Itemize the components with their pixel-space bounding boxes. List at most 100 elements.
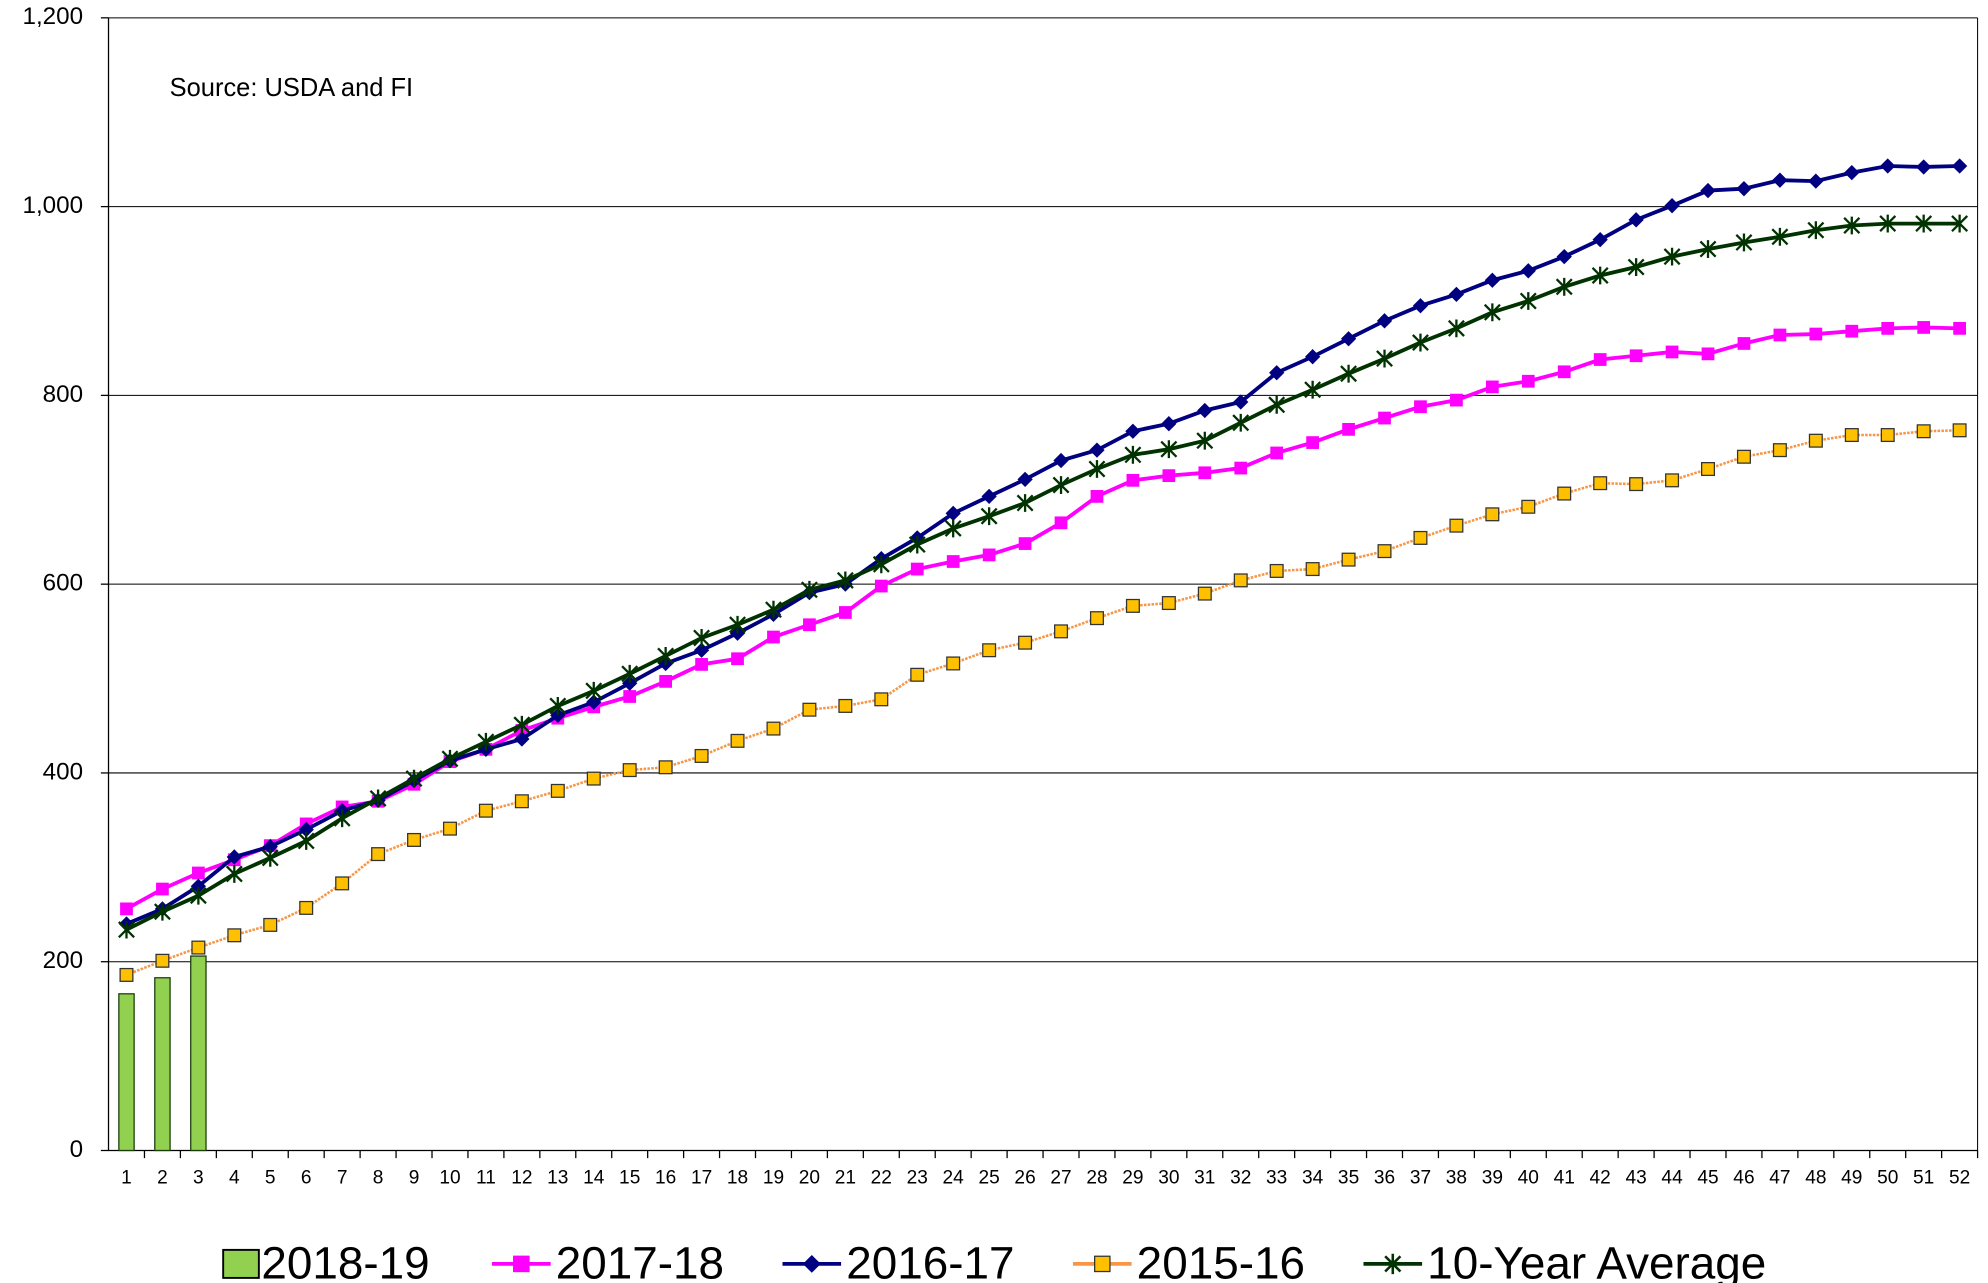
marker	[695, 658, 708, 671]
legend-item: 2015-16	[1072, 1237, 1305, 1283]
marker	[838, 698, 853, 713]
x-tick-label: 1	[121, 1168, 132, 1189]
legend-label: 2015-16	[1137, 1237, 1305, 1283]
marker	[623, 690, 637, 703]
marker	[405, 769, 423, 788]
legend-label: 2018-19	[261, 1237, 429, 1283]
marker	[1377, 544, 1392, 559]
x-tick-label: 20	[799, 1168, 820, 1189]
x-tick-label: 34	[1302, 1168, 1324, 1189]
x-tick-label: 42	[1590, 1168, 1611, 1189]
marker	[156, 882, 169, 896]
marker	[1234, 461, 1248, 475]
marker	[1627, 258, 1645, 276]
marker	[1414, 400, 1427, 414]
marker	[874, 692, 889, 707]
line	[126, 429, 1960, 977]
x-tick-label: 17	[691, 1168, 712, 1189]
marker	[1772, 172, 1788, 188]
marker	[1915, 214, 1933, 233]
marker	[1485, 507, 1500, 522]
x-tick-label: 38	[1446, 1168, 1467, 1189]
marker	[1521, 499, 1536, 514]
x-tick-label: 28	[1086, 1168, 1107, 1189]
x-tick-label: 8	[373, 1168, 384, 1189]
legend-item: 2018-19	[222, 1237, 430, 1283]
x-tick-label: 18	[727, 1168, 748, 1189]
marker	[1304, 349, 1321, 365]
marker	[1125, 598, 1140, 613]
marker	[982, 548, 996, 562]
marker	[1054, 516, 1068, 530]
marker	[227, 928, 242, 943]
marker	[1519, 292, 1537, 310]
marker	[1450, 393, 1463, 407]
x-tick-label: 44	[1661, 1168, 1683, 1189]
marker	[1124, 445, 1142, 464]
marker	[1557, 365, 1571, 379]
y-tick-label: 0	[70, 1136, 83, 1163]
marker	[226, 849, 242, 865]
marker	[694, 748, 709, 763]
marker	[1879, 214, 1897, 233]
marker	[586, 771, 601, 786]
marker	[1951, 214, 1969, 233]
marker	[910, 667, 925, 682]
marker	[836, 571, 854, 590]
marker	[982, 643, 997, 658]
marker	[297, 831, 315, 850]
marker	[586, 694, 602, 710]
marker	[1125, 423, 1141, 439]
marker	[119, 967, 134, 982]
marker	[1951, 158, 1968, 174]
marker	[120, 902, 133, 916]
marker	[1772, 443, 1787, 458]
x-tick-label: 27	[1050, 1168, 1071, 1189]
marker	[335, 876, 350, 891]
bar	[118, 993, 135, 1152]
marker	[514, 794, 529, 809]
marker	[1917, 321, 1931, 334]
marker	[731, 652, 744, 666]
marker	[1340, 364, 1358, 383]
marker	[1556, 248, 1572, 265]
marker	[1736, 449, 1751, 464]
marker	[872, 555, 890, 574]
marker	[1018, 537, 1032, 550]
marker	[263, 917, 278, 932]
marker	[1160, 440, 1178, 459]
marker	[1773, 328, 1787, 342]
marker	[192, 866, 205, 880]
marker	[1412, 298, 1429, 314]
x-tick-label: 22	[871, 1168, 892, 1189]
marker	[1809, 327, 1823, 341]
marker	[441, 749, 459, 768]
x-tick-label: 35	[1338, 1168, 1359, 1189]
marker	[1953, 322, 1966, 335]
marker	[1663, 247, 1681, 266]
y-tick-label: 800	[43, 381, 83, 408]
marker	[191, 940, 206, 955]
marker	[1591, 266, 1609, 285]
marker	[371, 847, 386, 862]
x-tick-label: 50	[1877, 1168, 1898, 1189]
x-tick-label: 51	[1913, 1168, 1934, 1189]
legend-marker	[513, 1255, 530, 1273]
marker	[1881, 322, 1895, 335]
x-tick-label: 29	[1122, 1168, 1143, 1189]
x-tick-label: 3	[193, 1168, 204, 1189]
legend-label: 2017-18	[556, 1237, 724, 1283]
marker	[513, 715, 531, 734]
marker	[1485, 380, 1499, 394]
marker	[980, 507, 998, 526]
marker	[1342, 422, 1355, 436]
marker	[1198, 466, 1212, 480]
marker	[729, 615, 746, 634]
x-tick-label: 33	[1266, 1168, 1287, 1189]
marker	[1197, 586, 1212, 601]
marker	[225, 865, 243, 883]
x-tick-label: 40	[1518, 1168, 1539, 1189]
x-tick-label: 32	[1230, 1168, 1251, 1189]
x-tick-label: 37	[1410, 1168, 1431, 1189]
marker	[1520, 263, 1536, 279]
